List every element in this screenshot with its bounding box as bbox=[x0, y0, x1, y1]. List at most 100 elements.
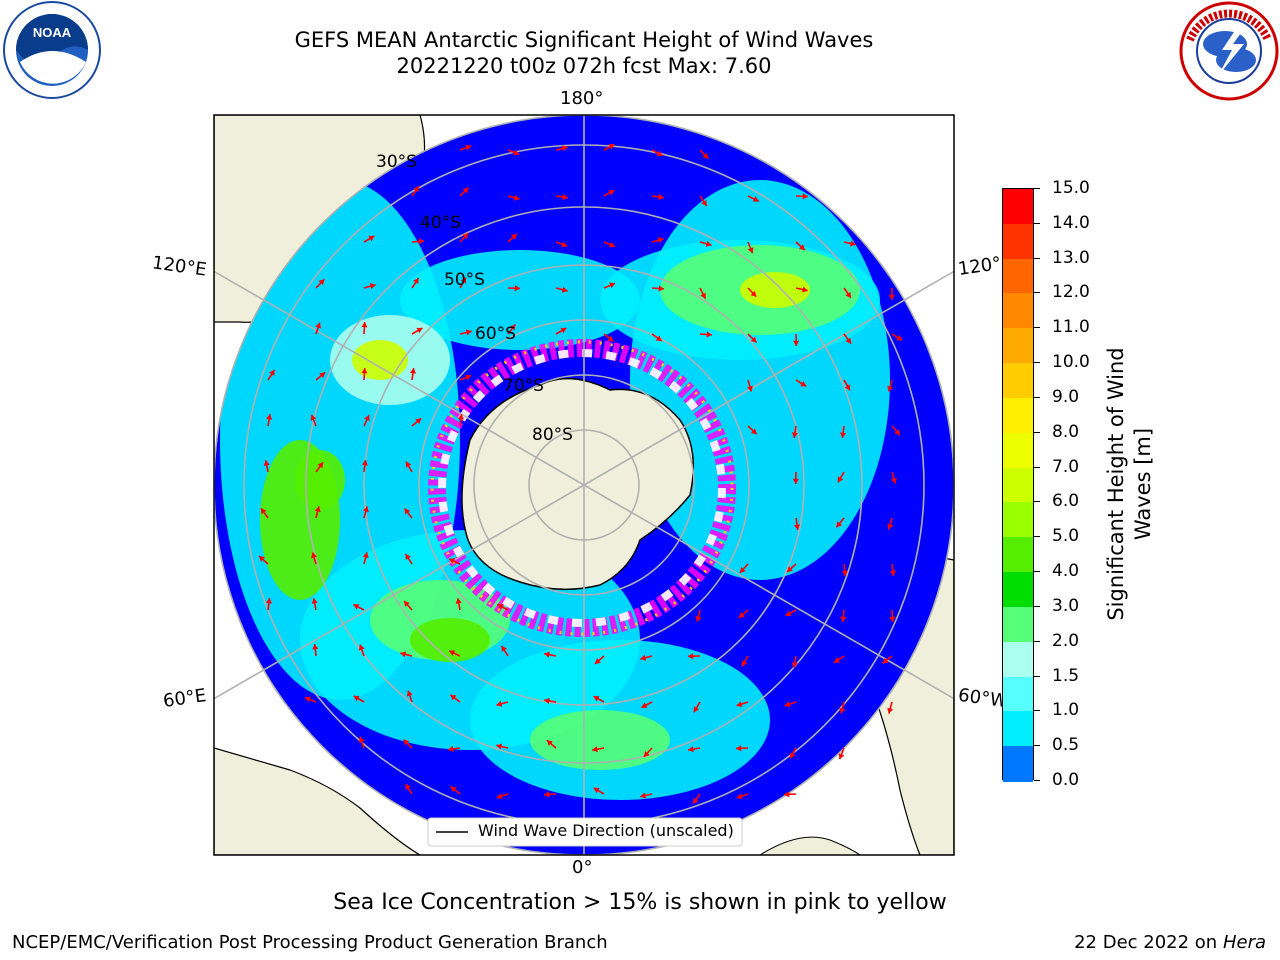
wind-arrow-head bbox=[544, 697, 550, 704]
colorbar-cell bbox=[1003, 432, 1033, 469]
wind-arrow-head bbox=[312, 644, 319, 650]
wave-patch bbox=[295, 450, 345, 510]
wind-arrow-head bbox=[592, 746, 598, 753]
wind-arrow-head bbox=[701, 199, 707, 206]
wind-arrow-head bbox=[887, 523, 894, 530]
wind-arrow-head bbox=[457, 414, 464, 420]
wind-arrows bbox=[258, 143, 903, 805]
wind-arrow-head bbox=[561, 145, 568, 152]
wind-arrow-head bbox=[413, 277, 419, 284]
colorbar-tick bbox=[1034, 257, 1040, 259]
wind-arrow-head bbox=[465, 374, 472, 381]
colorbar-cell bbox=[1003, 363, 1033, 399]
wave-patch bbox=[400, 250, 640, 350]
lon-label-bottom: 0° bbox=[572, 857, 593, 878]
wind-arrow-head bbox=[310, 414, 317, 421]
wind-arrow-head bbox=[882, 657, 889, 664]
wind-arrow-head bbox=[418, 238, 424, 245]
colorbar-tick bbox=[1034, 396, 1040, 398]
wind-arrow-head bbox=[403, 739, 410, 746]
wind-arrow-head bbox=[890, 477, 897, 484]
colorbar-tick bbox=[1034, 571, 1040, 573]
colorbar-tick bbox=[1034, 710, 1040, 712]
wind-arrow-head bbox=[266, 414, 273, 420]
wind-arrow-head bbox=[750, 428, 757, 435]
wave-patch bbox=[410, 618, 490, 662]
wind-arrow-head bbox=[834, 657, 841, 663]
wind-arrow-head bbox=[465, 144, 472, 151]
wind-arrow-head bbox=[561, 241, 568, 248]
colorbar-tick-label: 12.0 bbox=[1052, 282, 1090, 303]
lat-label-60: 60°S bbox=[475, 324, 516, 344]
wind-arrow-head bbox=[785, 610, 792, 617]
wind-arrow-head bbox=[562, 193, 568, 201]
wind-arrow-head bbox=[657, 237, 664, 244]
colorbar-cell bbox=[1003, 606, 1033, 643]
lat-label-30: 30°S bbox=[376, 152, 417, 172]
wind-arrow-head bbox=[449, 558, 456, 564]
wind-arrow-head bbox=[405, 461, 412, 468]
wind-arrow-head bbox=[793, 340, 800, 346]
wind-arrow-head bbox=[362, 506, 369, 513]
wind-arrow-head bbox=[593, 787, 600, 794]
wind-arrow-head bbox=[887, 385, 894, 392]
wind-arrow-head bbox=[747, 247, 754, 254]
wave-patch bbox=[352, 340, 408, 380]
wind-arrow-head bbox=[640, 654, 647, 661]
colorbar-tick-label: 15.0 bbox=[1052, 178, 1090, 198]
colorbar-tick-label: 1.0 bbox=[1052, 700, 1080, 721]
colorbar-tick bbox=[1034, 605, 1040, 607]
wind-arrow-head bbox=[894, 429, 900, 436]
wind-arrow-head bbox=[792, 478, 799, 484]
wind-arrow-head bbox=[787, 566, 793, 573]
wind-arrow-head bbox=[455, 598, 462, 604]
chart-subtitle: 20221220 t00z 072h fcst Max: 7.60 bbox=[396, 54, 772, 78]
wind-arrow-head bbox=[840, 616, 847, 622]
colorbar-tick-label: 14.0 bbox=[1052, 212, 1090, 233]
wind-arrow-head bbox=[844, 384, 851, 391]
colorbar-cell bbox=[1003, 711, 1033, 748]
wind-arrow-head bbox=[544, 791, 550, 798]
wind-arrow-head bbox=[318, 279, 325, 286]
colorbar-label-line2: Waves [m] bbox=[1131, 427, 1155, 541]
wind-arrow-head bbox=[784, 791, 790, 798]
colorbar-tick-label: 3.0 bbox=[1052, 595, 1080, 616]
wind-arrow-head bbox=[688, 746, 694, 753]
wind-arrow-head bbox=[705, 240, 712, 247]
meridian-line bbox=[214, 270, 585, 486]
wind-arrow-head bbox=[736, 701, 743, 708]
legend bbox=[427, 817, 743, 847]
wind-arrow-head bbox=[688, 653, 694, 660]
wind-arrow-head bbox=[889, 616, 896, 622]
colorbar-tick-label: 4.0 bbox=[1052, 561, 1080, 582]
wind-arrow-head bbox=[789, 752, 796, 759]
wind-arrow-head bbox=[656, 150, 663, 156]
wind-arrow-head bbox=[415, 418, 422, 425]
meridian-line bbox=[583, 270, 954, 486]
colorbar bbox=[1002, 188, 1034, 782]
colorbar-tick-label: 5.0 bbox=[1052, 526, 1080, 547]
wind-arrow-head bbox=[693, 797, 699, 804]
wind-arrow-head bbox=[793, 524, 801, 530]
colorbar-tick bbox=[1034, 327, 1040, 329]
colorbar-tick bbox=[1034, 362, 1040, 364]
colorbar-tick bbox=[1034, 431, 1040, 433]
wind-arrow-head bbox=[353, 604, 360, 610]
colorbar-tick bbox=[1034, 536, 1040, 538]
wind-arrow-head bbox=[658, 285, 664, 292]
wind-arrow-head bbox=[837, 476, 844, 483]
wind-arrow-head bbox=[260, 508, 267, 515]
colorbar-cell bbox=[1003, 641, 1033, 678]
wind-arrow-head bbox=[259, 555, 265, 562]
chart-title: GEFS MEAN Antarctic Significant Height o… bbox=[294, 28, 874, 52]
wind-arrow-head bbox=[416, 327, 423, 334]
colorbar-tick-label: 0.5 bbox=[1052, 735, 1080, 756]
wind-arrow-head bbox=[265, 598, 272, 604]
lat-label-40: 40°S bbox=[420, 213, 461, 233]
wind-arrow-head bbox=[609, 241, 616, 248]
host-name: Hera bbox=[1222, 932, 1266, 953]
lat-label-70: 70°S bbox=[503, 376, 544, 396]
wind-arrow-head bbox=[514, 285, 520, 292]
wind-arrow-head bbox=[706, 331, 712, 338]
